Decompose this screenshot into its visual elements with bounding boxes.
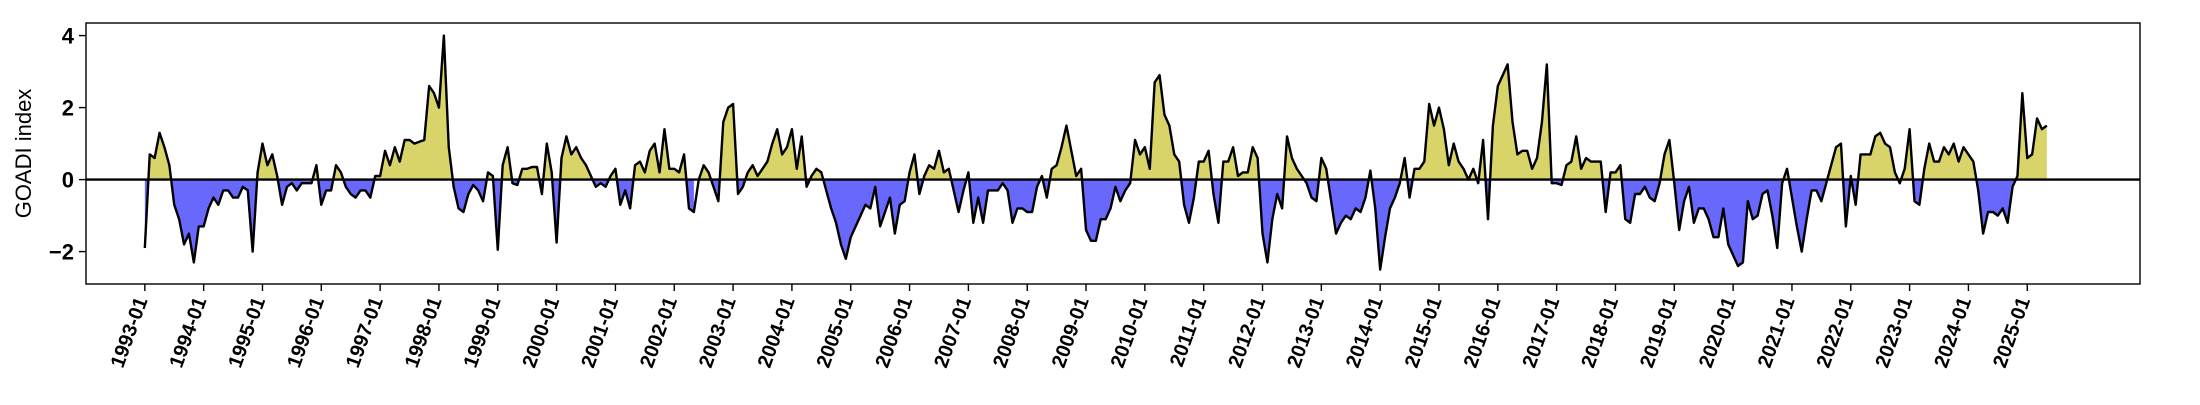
x-tick-label: 2008-01 xyxy=(989,294,1035,371)
plot-frame xyxy=(85,22,2141,285)
positive-area-25 xyxy=(698,165,712,180)
y-tick-label: −2 xyxy=(49,240,74,265)
x-tick-label: 1997-01 xyxy=(342,294,388,371)
positive-area-1 xyxy=(148,132,172,180)
x-tick-label: 2004-01 xyxy=(754,294,800,371)
x-tick-label: 2025-01 xyxy=(1989,294,2035,371)
x-tick-label: 2003-01 xyxy=(695,294,741,371)
x-tick-label: 2023-01 xyxy=(1872,294,1918,371)
x-tick-label: 2009-01 xyxy=(1048,294,1094,371)
x-axis: 1993-01 1994-01 1995-01 1996-01 1997-01 1998-… xyxy=(107,284,2035,371)
x-tick-label: 2013-01 xyxy=(1283,294,1329,371)
y-tick-label: 4 xyxy=(62,24,75,49)
positive-area-17 xyxy=(543,143,553,180)
x-tick-label: 2006-01 xyxy=(871,294,917,371)
x-tick-label: 2002-01 xyxy=(636,294,682,371)
positive-area-71 xyxy=(1827,143,1844,180)
x-tick-label: 1998-01 xyxy=(401,294,447,371)
x-tick-label: 2005-01 xyxy=(813,294,859,371)
x-tick-label: 1996-01 xyxy=(283,294,329,371)
positive-area-75 xyxy=(1858,132,1899,180)
x-tick-label: 2007-01 xyxy=(930,294,976,371)
negative-area-36 xyxy=(951,179,967,212)
y-axis-label: GOADI index xyxy=(11,89,36,219)
x-tick-label: 2024-01 xyxy=(1930,294,1976,371)
x-tick-label: 2001-01 xyxy=(577,294,623,371)
x-tick-label: 2012-01 xyxy=(1224,294,1270,371)
positive-area-63 xyxy=(1562,136,1603,180)
x-tick-label: 2000-01 xyxy=(519,294,565,371)
negative-area-46 xyxy=(1211,179,1222,223)
positive-area-61 xyxy=(1490,64,1552,180)
positive-area-41 xyxy=(1049,125,1082,180)
x-tick-label: 2010-01 xyxy=(1107,294,1153,371)
positive-area-43 xyxy=(1130,75,1182,180)
x-tick-label: 2019-01 xyxy=(1636,294,1682,371)
x-tick-label: 1995-01 xyxy=(224,294,270,371)
negative-area-6 xyxy=(318,179,334,205)
negative-area-68 xyxy=(1673,179,1784,266)
positive-area-3 xyxy=(257,143,278,180)
x-tick-label: 2016-01 xyxy=(1460,294,1506,371)
x-tick-label: 1993-01 xyxy=(107,294,153,371)
positive-area-15 xyxy=(519,167,540,180)
x-tick-label: 2021-01 xyxy=(1754,294,1800,371)
positive-area-33 xyxy=(908,154,918,180)
x-tick-label: 2020-01 xyxy=(1695,294,1741,371)
x-tick-label: 2011-01 xyxy=(1166,294,1211,369)
positive-area-45 xyxy=(1196,150,1212,180)
x-tick-label: 2022-01 xyxy=(1813,294,1859,371)
x-tick-label: 2018-01 xyxy=(1577,294,1623,371)
y-tick-label: 0 xyxy=(62,168,74,193)
positive-area-13 xyxy=(501,147,512,180)
x-tick-label: 1999-01 xyxy=(460,294,506,371)
x-tick-label: 2017-01 xyxy=(1519,294,1565,371)
positive-area-9 xyxy=(374,35,453,180)
negative-area-52 xyxy=(1327,179,1369,234)
negative-area-2 xyxy=(171,179,258,263)
negative-area-44 xyxy=(1181,179,1197,223)
negative-area-80 xyxy=(1976,179,2016,234)
series-line xyxy=(143,34,2048,271)
positive-area-29 xyxy=(745,129,806,180)
y-axis: −2 0 2 4 xyxy=(49,24,86,265)
area-fills xyxy=(144,35,2047,270)
negative-area-32 xyxy=(823,179,909,259)
y-tick-label: 2 xyxy=(62,96,74,121)
x-tick-label: 2015-01 xyxy=(1401,294,1447,371)
x-tick-label: 2014-01 xyxy=(1342,294,1388,371)
negative-area-10 xyxy=(452,179,487,212)
positive-area-79 xyxy=(1922,143,1977,180)
negative-area-42 xyxy=(1082,179,1131,241)
x-tick-label: 1994-01 xyxy=(166,294,212,371)
